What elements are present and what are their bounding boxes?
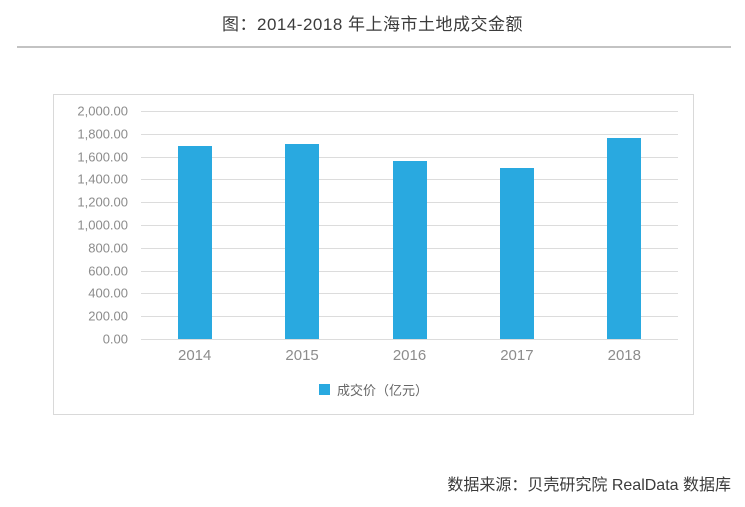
plot-area: 0.00 200.00 400.00 600.00 800.00 1,000.00 1,20… (77, 104, 678, 364)
y-tick-label: 600.00 (88, 263, 128, 279)
chart-panel: 0.00 200.00 400.00 600.00 800.00 1,000.00 1,20… (53, 94, 694, 415)
bar-2016 (392, 161, 427, 339)
y-tick-label: 1,200.00 (77, 194, 128, 210)
gridline (141, 156, 678, 158)
legend-swatch-icon (318, 384, 330, 395)
y-tick-label: 1,800.00 (77, 126, 128, 142)
chart-legend: 成交价（亿元） (54, 380, 693, 399)
x-tick-label: 2016 (392, 347, 427, 364)
y-tick-label: 0.00 (102, 331, 128, 347)
x-tick-label: 2015 (285, 347, 319, 364)
y-tick-label: 1,000.00 (77, 217, 128, 233)
x-tick-label: 2014 (178, 347, 212, 364)
data-source-caption: 数据来源：贝壳研究院 RealData 数据库 (447, 477, 731, 494)
chart-title: 图：2014-2018 年上海市土地成交金额 (221, 15, 524, 34)
gridline (141, 133, 678, 135)
y-tick-label: 1,400.00 (77, 171, 128, 187)
y-tick-label: 1,600.00 (77, 149, 128, 165)
legend-label: 成交价（亿元） (336, 383, 428, 398)
y-tick-label: 200.00 (88, 308, 128, 324)
y-tick-label: 2,000.00 (77, 103, 128, 119)
bar-2018 (607, 138, 642, 339)
x-tick-label: 2017 (500, 347, 534, 364)
gridline (141, 339, 678, 340)
y-tick-label: 800.00 (88, 240, 128, 256)
bar-2015 (285, 144, 320, 339)
bar-2014 (177, 146, 212, 339)
gridline (141, 111, 678, 112)
y-tick-label: 400.00 (88, 285, 128, 301)
x-tick-label: 2018 (607, 347, 641, 364)
bar-2017 (499, 168, 534, 339)
title-divider (17, 46, 731, 48)
